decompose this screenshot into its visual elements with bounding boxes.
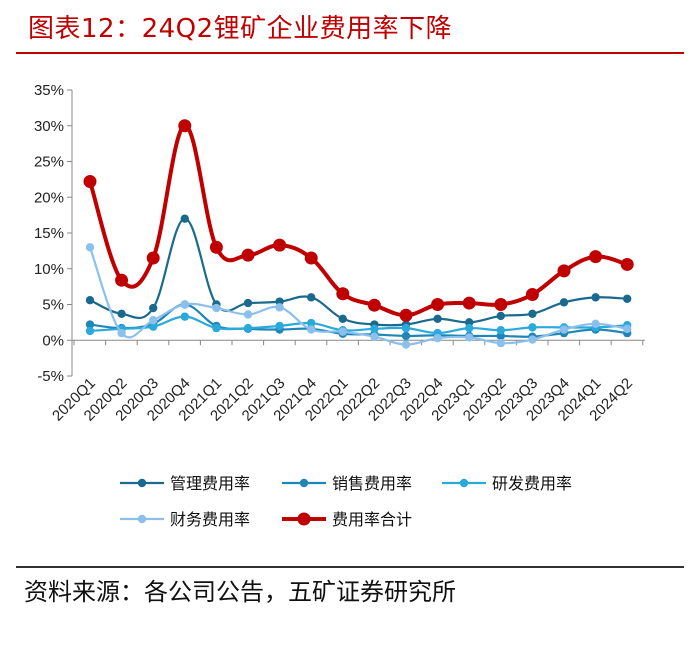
series-lines bbox=[83, 119, 634, 349]
y-tick-label: 5% bbox=[42, 297, 64, 314]
line-chart: -5%0%5%10%15%20%25%30%35% 2020Q12020Q220… bbox=[16, 56, 684, 561]
y-tick-label: 15% bbox=[34, 225, 64, 242]
data-point bbox=[146, 251, 160, 265]
data-point bbox=[85, 320, 95, 329]
data-point bbox=[304, 251, 318, 265]
data-point bbox=[496, 338, 505, 348]
data-point bbox=[336, 287, 350, 301]
legend-label: 销售费用率 bbox=[332, 474, 412, 493]
data-point bbox=[338, 327, 347, 336]
series-4 bbox=[85, 243, 632, 349]
data-point bbox=[591, 293, 600, 302]
y-axis: -5% 0% 5% 10% 15% 20% 25% 30% 35% bbox=[34, 82, 73, 385]
title-divider bbox=[16, 52, 684, 54]
data-point bbox=[528, 335, 537, 344]
data-point bbox=[212, 303, 221, 313]
y-tick-label: 35% bbox=[34, 82, 64, 99]
data-point bbox=[180, 300, 189, 309]
legend-label: 管理费用率 bbox=[170, 474, 250, 493]
data-point bbox=[465, 323, 474, 333]
data-point bbox=[559, 325, 569, 334]
y-tick-label: -5% bbox=[37, 368, 64, 385]
data-point bbox=[307, 325, 316, 334]
data-point bbox=[496, 326, 505, 335]
legend-label: 财务费用率 bbox=[170, 510, 250, 529]
data-point bbox=[273, 238, 287, 252]
data-point bbox=[338, 314, 347, 323]
data-point bbox=[623, 294, 632, 303]
legend-item: 费用率合计 bbox=[282, 510, 412, 529]
data-point bbox=[243, 323, 253, 333]
legend-swatch-marker bbox=[459, 478, 469, 488]
data-point bbox=[149, 322, 158, 331]
legend-item: 研发费用率 bbox=[442, 474, 572, 493]
y-tick-label: 25% bbox=[34, 154, 64, 171]
series-3 bbox=[85, 312, 632, 338]
data-point bbox=[528, 323, 537, 332]
legend-swatch-marker bbox=[297, 512, 311, 526]
data-point bbox=[117, 328, 126, 338]
data-point bbox=[243, 298, 253, 308]
data-point bbox=[528, 309, 537, 318]
legend-swatch-marker bbox=[137, 514, 147, 524]
data-point bbox=[367, 298, 381, 312]
data-point bbox=[275, 321, 284, 331]
data-point bbox=[275, 303, 284, 312]
data-point bbox=[180, 214, 189, 223]
y-tick-label: 10% bbox=[34, 261, 64, 278]
data-point bbox=[591, 319, 600, 329]
figure-title: 图表12：24Q2锂矿企业费用率下降 bbox=[28, 14, 453, 44]
data-point bbox=[620, 257, 634, 271]
data-point bbox=[525, 287, 539, 301]
data-point bbox=[85, 243, 95, 252]
legend-item: 管理费用率 bbox=[120, 474, 250, 493]
data-point bbox=[431, 298, 445, 311]
data-point bbox=[559, 298, 569, 307]
data-point bbox=[496, 311, 505, 321]
legend-swatch-marker bbox=[137, 478, 147, 488]
data-point bbox=[307, 293, 316, 302]
legend-item: 销售费用率 bbox=[282, 474, 412, 493]
data-point bbox=[115, 273, 129, 287]
legend-label: 费用率合计 bbox=[332, 510, 412, 529]
data-point bbox=[433, 314, 442, 323]
data-point bbox=[494, 298, 508, 311]
legend-item: 财务费用率 bbox=[120, 510, 250, 529]
chart-background bbox=[16, 56, 684, 561]
series-5 bbox=[83, 119, 634, 322]
data-point bbox=[178, 119, 192, 133]
data-point bbox=[180, 312, 189, 321]
data-point bbox=[209, 240, 223, 254]
source-note: 资料来源：各公司公告，五矿证券研究所 bbox=[24, 578, 456, 606]
data-point bbox=[623, 324, 632, 334]
data-point bbox=[117, 309, 126, 318]
legend-swatch-marker bbox=[299, 478, 309, 488]
source-divider bbox=[16, 566, 684, 568]
data-point bbox=[401, 323, 411, 333]
data-point bbox=[241, 248, 255, 262]
data-point bbox=[83, 175, 97, 189]
data-point bbox=[465, 333, 474, 342]
y-tick-label: 0% bbox=[42, 332, 64, 349]
data-point bbox=[149, 303, 158, 313]
y-tick-label: 30% bbox=[34, 118, 64, 135]
data-point bbox=[243, 310, 253, 319]
data-point bbox=[557, 264, 571, 278]
data-point bbox=[85, 326, 95, 336]
data-point bbox=[149, 316, 158, 325]
data-point bbox=[462, 296, 476, 310]
data-point bbox=[401, 331, 411, 341]
data-point bbox=[307, 318, 316, 328]
data-point bbox=[370, 332, 379, 341]
data-point bbox=[433, 333, 442, 343]
data-point bbox=[401, 340, 411, 349]
legend-label: 研发费用率 bbox=[492, 474, 572, 493]
data-point bbox=[399, 308, 413, 322]
data-point bbox=[212, 323, 221, 333]
data-point bbox=[589, 250, 603, 264]
data-point bbox=[370, 324, 379, 334]
y-tick-label: 20% bbox=[34, 189, 64, 206]
data-point bbox=[85, 296, 95, 305]
